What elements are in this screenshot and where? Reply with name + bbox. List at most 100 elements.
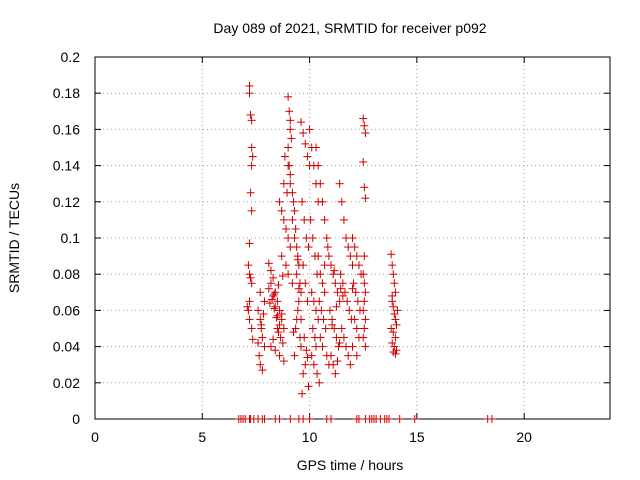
data-point [390, 279, 399, 288]
data-point [299, 129, 308, 138]
data-point [319, 315, 328, 324]
data-point [254, 338, 263, 347]
data-point [284, 92, 293, 101]
data-point [286, 125, 295, 134]
y-tick-label: 0.06 [53, 302, 80, 318]
data-point [273, 324, 282, 333]
data-point [288, 188, 297, 197]
data-point [260, 297, 269, 306]
data-point [297, 342, 305, 351]
data-point [410, 415, 419, 423]
data-point [247, 161, 256, 170]
y-tick-label: 0.08 [53, 266, 80, 282]
data-point [337, 324, 346, 333]
data-point [343, 297, 352, 306]
data-point [292, 243, 301, 252]
data-point [360, 324, 369, 333]
data-point [299, 261, 308, 270]
data-point [292, 270, 301, 279]
data-point [335, 338, 344, 347]
data-point [258, 366, 267, 375]
data-point [271, 346, 280, 355]
data-point [290, 206, 299, 215]
data-point [327, 351, 336, 360]
data-point [290, 351, 299, 360]
data-point [245, 297, 254, 306]
data-point [335, 297, 344, 306]
x-tick-label: 20 [516, 429, 532, 445]
data-point [359, 114, 368, 123]
data-point [273, 297, 282, 306]
data-point [277, 310, 286, 319]
data-point [317, 306, 326, 315]
data-point [333, 288, 342, 297]
data-point [331, 279, 340, 288]
data-point [260, 415, 269, 423]
data-point [277, 252, 286, 261]
data-point [246, 273, 255, 282]
data-point [335, 179, 344, 188]
data-point [269, 273, 278, 282]
x-tick-label: 10 [302, 429, 318, 445]
x-tick-labels: 0 5 10 15 20 [91, 429, 532, 445]
data-point [294, 284, 303, 293]
data-point [320, 288, 329, 297]
data-point [352, 252, 361, 261]
x-tick-label: 5 [198, 429, 206, 445]
data-point [245, 239, 254, 248]
data-point [334, 342, 343, 351]
data-point [327, 261, 336, 270]
data-point [258, 333, 267, 342]
data-point [266, 279, 275, 288]
data-point [390, 342, 399, 351]
x-tick-label: 15 [409, 429, 425, 445]
data-point [275, 351, 284, 360]
data-point [361, 342, 370, 351]
data-point [299, 369, 308, 378]
x-tick-label: 0 [91, 429, 99, 445]
data-point [245, 270, 254, 279]
data-point [360, 252, 369, 261]
y-tick-label: 0.2 [61, 49, 81, 65]
data-point [308, 234, 317, 242]
data-point [314, 252, 323, 261]
data-point [318, 197, 327, 206]
data-point [322, 234, 331, 242]
data-point [359, 333, 368, 342]
data-point [288, 215, 297, 224]
data-point [298, 197, 307, 206]
data-point [393, 306, 402, 315]
data-point [286, 179, 295, 188]
data-point [339, 215, 348, 224]
data-point [388, 291, 397, 300]
data-point [304, 243, 313, 252]
data-point [259, 310, 268, 319]
data-point [276, 333, 285, 342]
data-point [306, 215, 315, 224]
data-point [246, 188, 255, 197]
data-point [332, 333, 341, 342]
data-point [290, 234, 299, 242]
data-point [271, 302, 280, 311]
data-point [280, 152, 289, 161]
data-point [329, 360, 338, 369]
data-point [359, 306, 368, 315]
data-point [289, 328, 298, 337]
data-points [234, 81, 496, 423]
data-point [288, 279, 297, 288]
data-point [327, 415, 336, 423]
data-point [269, 335, 278, 344]
data-point [247, 279, 256, 288]
data-point [389, 270, 398, 279]
data-point [270, 304, 279, 313]
data-point [279, 215, 288, 224]
data-point [246, 110, 255, 119]
data-point [338, 291, 347, 300]
data-point [244, 306, 253, 315]
data-point [245, 81, 254, 90]
data-point [392, 346, 401, 355]
data-point [315, 378, 324, 387]
data-point [269, 291, 278, 300]
data-point [248, 335, 257, 344]
